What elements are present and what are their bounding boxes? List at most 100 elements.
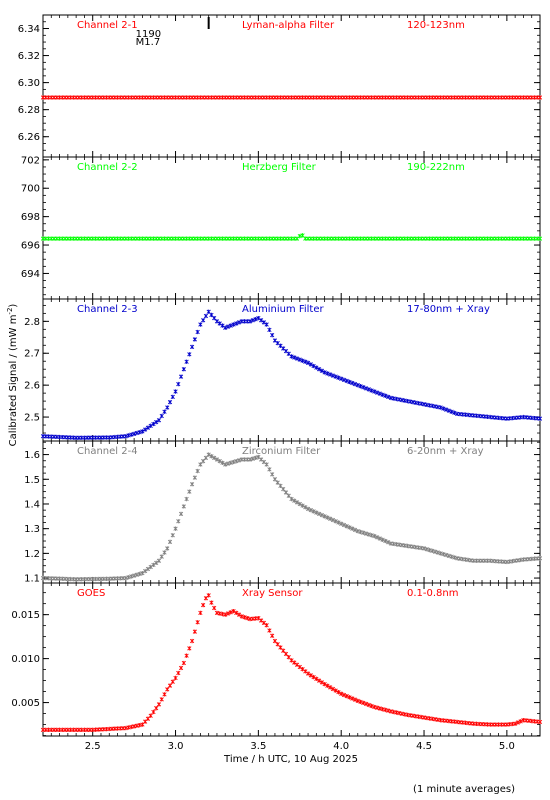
panel-4: 1.1 1.2 1.3 1.4 1.5 1.6 Channel 2-4 Zirconium F… [24, 440, 543, 585]
data-point [358, 384, 363, 389]
data-point [513, 721, 518, 726]
panel-filter-label: Aluminium Filter [242, 304, 325, 315]
data-point [355, 698, 360, 703]
x-tick-label: 3.0 [168, 741, 184, 752]
data-point [231, 608, 236, 614]
x-tick-label: 4.0 [333, 741, 349, 752]
data-point [441, 552, 446, 557]
panel-frame [42, 156, 541, 300]
data-point [242, 615, 247, 620]
data-point [131, 573, 137, 578]
data-point [333, 374, 338, 379]
data-point [305, 360, 311, 365]
data-point [167, 400, 173, 405]
data-point [361, 530, 366, 535]
panel-frame [42, 298, 541, 442]
y-tick-label: 702 [21, 155, 40, 166]
y-tick-label: 6.26 [18, 132, 40, 143]
panel-band-label: 6-20nm + Xray [407, 446, 484, 457]
data-point [148, 564, 153, 570]
x-tick-label: 2.5 [85, 741, 101, 752]
data-point [352, 697, 358, 702]
data-point [289, 496, 294, 502]
data-point [283, 490, 289, 495]
data-point [270, 472, 275, 477]
data-point [380, 707, 385, 712]
data-point [167, 683, 173, 688]
panel-channel-label: Channel 2-2 [77, 162, 138, 173]
panel-2: 694 696 698 700 702 Channel 2-2 Herzberg Filte… [21, 155, 543, 300]
panel-1: 6.26 6.28 6.30 6.32 6.34 Channel 2-1 Lyman-alp… [18, 14, 543, 158]
panel-frame [42, 14, 541, 158]
data-point [377, 391, 382, 396]
data-point [189, 482, 195, 487]
data-point [350, 380, 355, 386]
data-point [421, 546, 427, 551]
data-point [363, 531, 369, 536]
panels: 6.26 6.28 6.30 6.32 6.34 Channel 2-1 Lyman-alp… [11, 14, 543, 737]
data-point [358, 699, 363, 705]
data-point [361, 385, 366, 390]
data-point [297, 357, 302, 362]
data-point [272, 477, 278, 482]
data-point [355, 382, 360, 388]
data-point [206, 593, 211, 598]
data-point [424, 547, 429, 552]
y-tick-label: 6.32 [18, 51, 40, 62]
data-point [220, 323, 225, 328]
data-point [154, 705, 159, 711]
data-point [308, 507, 313, 513]
x-axis-title: Time / h UTC, 10 Aug 2025 [223, 754, 358, 765]
data-point [264, 322, 269, 327]
data-point [336, 690, 341, 695]
panel-filter-label: Xray Sensor [242, 588, 303, 599]
data-point [386, 540, 391, 545]
data-point [369, 388, 374, 393]
data-point [217, 321, 222, 326]
panel-channel-label: Channel 2-4 [77, 446, 138, 457]
x-axis: 2.5 3.0 3.5 4.0 4.5 5.0 [85, 741, 515, 752]
data-point [189, 638, 195, 644]
data-point [225, 461, 231, 466]
data-point [220, 460, 225, 465]
data-point [212, 455, 217, 461]
data-point [192, 629, 197, 634]
data-point [267, 628, 272, 633]
data-point [347, 695, 352, 700]
data-point [275, 480, 280, 485]
data-point [176, 670, 181, 676]
data-point [314, 510, 319, 515]
data-point [278, 483, 283, 489]
series-3 [40, 309, 543, 440]
data-point [137, 430, 142, 435]
data-point [372, 533, 377, 539]
data-point [319, 680, 324, 685]
data-point [129, 574, 134, 579]
data-point [134, 572, 139, 577]
data-point [173, 526, 178, 531]
data-point [341, 377, 347, 382]
y-tick-label: 698 [21, 212, 40, 223]
data-point [363, 701, 369, 707]
data-point [377, 706, 382, 711]
data-point [264, 462, 269, 467]
data-point [154, 560, 159, 565]
data-point [143, 568, 148, 574]
data-point [151, 709, 156, 715]
y-tick-label: 1.6 [24, 450, 40, 461]
panel-5: 0.005 0.010 0.015 GOES Xray Sensor 0.1-0.8nm [11, 582, 543, 737]
data-point [159, 413, 164, 419]
data-point [430, 548, 435, 554]
data-point [181, 660, 186, 666]
panel-3: 2.5 2.6 2.7 2.8 Channel 2-3 Aluminium Filter 1… [24, 298, 543, 442]
data-point [446, 408, 452, 413]
data-point [292, 660, 297, 665]
data-point [245, 616, 250, 621]
data-point [156, 418, 162, 423]
data-point [452, 410, 457, 415]
data-point [341, 522, 347, 528]
y-tick-label: 2.5 [24, 413, 40, 424]
data-point [206, 452, 211, 457]
y-tick-label: 1.1 [24, 574, 40, 585]
